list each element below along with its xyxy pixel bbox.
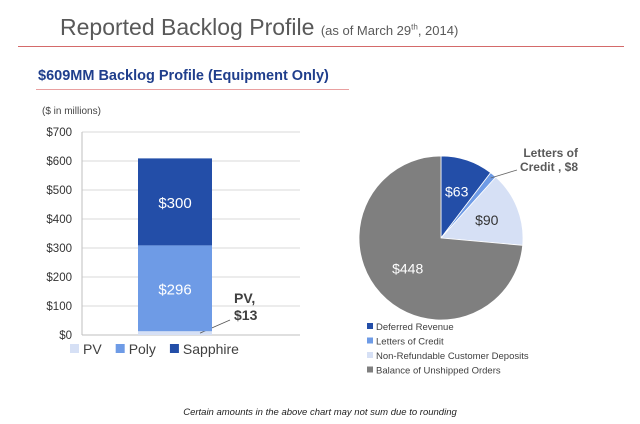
- y-tick-label: $200: [46, 272, 72, 284]
- bar-value-label: PV, $13: [234, 290, 258, 323]
- bar-segment-sapphire: [138, 158, 212, 246]
- loc-callout-line: [490, 169, 518, 179]
- legend-label: Letters of Credit: [376, 337, 444, 348]
- unit-label: ($ in millions): [42, 106, 101, 117]
- pie-value-label: $448: [392, 260, 423, 276]
- y-tick-label: $700: [46, 127, 72, 139]
- y-tick-label: $0: [59, 330, 72, 342]
- legend-label: PV: [83, 341, 102, 357]
- title-divider: [18, 46, 624, 47]
- y-tick-label: $100: [46, 301, 72, 313]
- pie-value-label: $90: [475, 212, 499, 228]
- pie-value-label: Letters of Credit , $8: [520, 146, 579, 174]
- as-of-date: (as of March 29th, 2014): [321, 23, 458, 38]
- pie-slice: [440, 176, 524, 246]
- subtitle-divider: [36, 89, 349, 90]
- y-tick-label: $300: [46, 243, 72, 255]
- legend-label: Deferred Revenue: [376, 322, 454, 333]
- bar-value-label: $296: [158, 281, 191, 298]
- pie-slice: [358, 155, 524, 321]
- y-tick-label: $400: [46, 214, 72, 226]
- bar-segment-pv: [138, 331, 212, 335]
- page-title: Reported Backlog Profile (as of March 29…: [60, 14, 458, 41]
- legend-swatch: [367, 352, 373, 358]
- legend-swatch-sapphire: [169, 344, 179, 353]
- legend-label: Sapphire: [183, 341, 239, 357]
- legend-label: Balance of Unshipped Orders: [376, 366, 501, 377]
- as-of-suffix: , 2014): [417, 23, 459, 38]
- legend-swatch-pv: [70, 344, 79, 353]
- y-tick-label: $500: [46, 185, 72, 197]
- legend-swatch: [367, 337, 373, 344]
- bar-segment-poly: [138, 245, 212, 332]
- y-tick-label: $600: [46, 156, 72, 168]
- pie-value-label: $63: [445, 183, 469, 199]
- legend-swatch: [367, 366, 373, 373]
- as-of-sup: th: [411, 22, 418, 32]
- legend-swatch: [367, 323, 373, 329]
- footnote: Certain amounts in the above chart may n…: [183, 407, 457, 418]
- legend-label: Non-Refundable Customer Deposits: [376, 351, 529, 362]
- bar-value-label: $300: [158, 195, 191, 212]
- legend-label: Poly: [129, 341, 156, 357]
- chart-subtitle: $609MM Backlog Profile (Equipment Only): [38, 68, 329, 84]
- title-text: Reported Backlog Profile: [60, 14, 315, 40]
- as-of-prefix: (as of March 29: [320, 23, 412, 38]
- legend-swatch-poly: [115, 344, 125, 353]
